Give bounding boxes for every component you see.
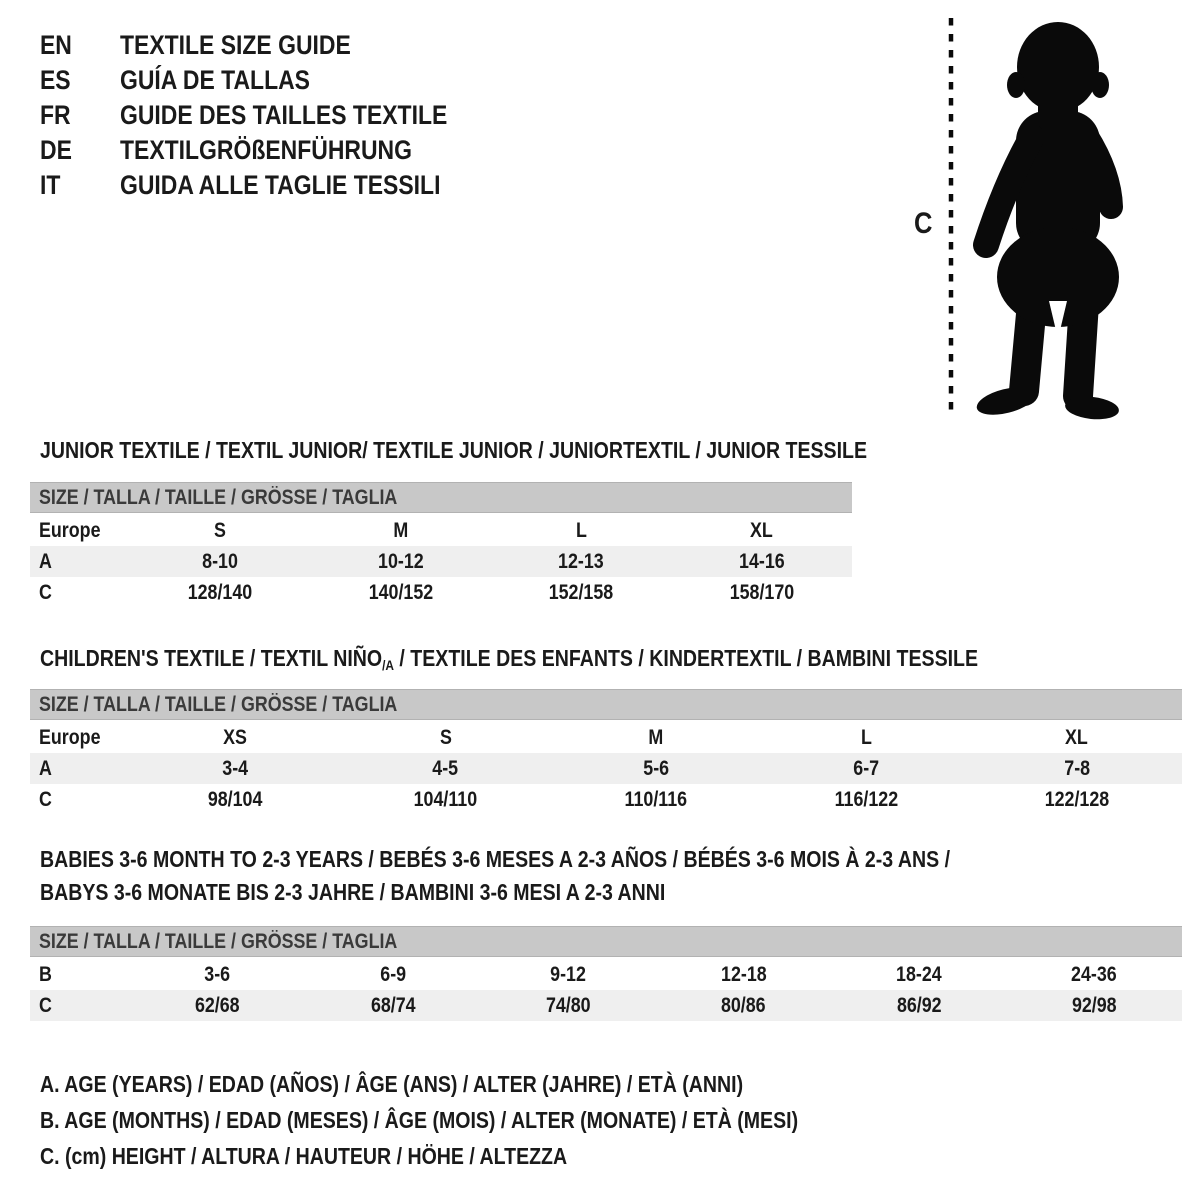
table-row-months: B 3-6 6-9 9-12 12-18 18-24 24-36: [30, 959, 1182, 990]
table-row-height: C 128/140 140/152 152/158 158/170: [30, 577, 852, 608]
row-label: C: [39, 580, 52, 604]
size-cell: M: [648, 725, 664, 749]
months-cell: 24-36: [1071, 962, 1118, 986]
size-header-label: SIZE / TALLA / TAILLE / GRÖSSE / TAGLIA: [39, 693, 398, 716]
size-header-label: SIZE / TALLA / TAILLE / GRÖSSE / TAGLIA: [39, 930, 398, 953]
language-code: FR: [40, 100, 71, 130]
height-cell: 86/92: [896, 993, 942, 1017]
months-cell: 9-12: [550, 962, 587, 986]
height-cell: 104/110: [413, 787, 478, 811]
table-row-height: C 98/104 104/110 110/116 116/122 122/128: [30, 784, 1182, 815]
age-cell: 3-4: [222, 756, 249, 780]
size-cell: S: [214, 518, 227, 542]
height-cell: 80/86: [721, 993, 766, 1017]
table-row-europe: Europe XS S M L XL: [30, 722, 1182, 753]
guide-title-it: GUIDA ALLE TAGLIE TESSILI: [120, 170, 441, 200]
size-cell: XS: [223, 725, 248, 749]
language-row-it: IT GUIDA ALLE TAGLIE TESSILI: [40, 168, 505, 203]
row-label: A: [39, 549, 52, 573]
language-code: IT: [40, 170, 61, 200]
size-cell: L: [575, 518, 587, 542]
height-cell: 128/140: [187, 580, 253, 604]
age-cell: 6-7: [853, 756, 880, 780]
language-row-de: DE TEXTILGRÖßENFÜHRUNG: [40, 133, 505, 168]
age-cell: 4-5: [432, 756, 459, 780]
height-measure-figure: C: [900, 5, 1190, 430]
row-label: C: [39, 993, 52, 1017]
legend-line-c: C. (cm) HEIGHT / ALTURA / HAUTEUR / HÖHE…: [40, 1143, 568, 1169]
size-header-bar: SIZE / TALLA / TAILLE / GRÖSSE / TAGLIA: [30, 689, 1182, 720]
height-cell: 74/80: [545, 993, 591, 1017]
size-cell: XL: [1065, 725, 1089, 749]
toddler-silhouette-icon: [948, 18, 1123, 420]
table-row-age: A 8-10 10-12 12-13 14-16: [30, 546, 852, 577]
babies-size-table: SIZE / TALLA / TAILLE / GRÖSSE / TAGLIA …: [30, 926, 1182, 1021]
height-cell: 98/104: [207, 787, 263, 811]
legend-line-a: A. AGE (YEARS) / EDAD (AÑOS) / ÂGE (ANS)…: [40, 1071, 744, 1097]
size-cell: L: [860, 725, 872, 749]
row-label: A: [39, 756, 52, 780]
table-row-height: C 62/68 68/74 74/80 80/86 86/92 92/98: [30, 990, 1182, 1021]
age-cell: 7-8: [1063, 756, 1090, 780]
babies-title-line1: BABIES 3-6 MONTH TO 2-3 YEARS / BEBÉS 3-…: [40, 846, 951, 872]
children-size-table: SIZE / TALLA / TAILLE / GRÖSSE / TAGLIA …: [30, 689, 1182, 815]
height-cell: 116/122: [834, 787, 899, 811]
language-code: DE: [40, 135, 72, 165]
guide-title-de: TEXTILGRÖßENFÜHRUNG: [120, 135, 412, 165]
table-row-age: A 3-4 4-5 5-6 6-7 7-8: [30, 753, 1182, 784]
language-row-fr: FR GUIDE DES TAILLES TEXTILE: [40, 98, 505, 133]
size-header-bar: SIZE / TALLA / TAILLE / GRÖSSE / TAGLIA: [30, 482, 852, 513]
age-cell: 14-16: [738, 549, 785, 573]
junior-section-title: JUNIOR TEXTILE / TEXTIL JUNIOR/ TEXTILE …: [40, 437, 868, 463]
junior-size-table: SIZE / TALLA / TAILLE / GRÖSSE / TAGLIA …: [30, 482, 852, 608]
height-cell: 92/98: [1071, 993, 1117, 1017]
height-cell: 140/152: [368, 580, 434, 604]
children-section-title: CHILDREN'S TEXTILE / TEXTIL NIÑO/A / TEX…: [40, 645, 979, 673]
row-label: B: [39, 962, 52, 986]
age-cell: 5-6: [643, 756, 669, 780]
height-cell: 110/116: [624, 787, 688, 811]
height-measure-label: C: [914, 207, 933, 240]
size-cell: XL: [750, 518, 774, 542]
size-cell: S: [439, 725, 452, 749]
row-label: Europe: [39, 518, 101, 542]
title-subscript: /A: [382, 657, 394, 673]
age-cell: 12-13: [558, 549, 605, 573]
language-row-es: ES GUÍA DE TALLAS: [40, 63, 505, 98]
toddler-silhouette: [973, 22, 1123, 420]
age-cell: 8-10: [202, 549, 239, 573]
babies-section-title: BABIES 3-6 MONTH TO 2-3 YEARS / BEBÉS 3-…: [40, 843, 1111, 909]
table-row-europe: Europe S M L XL: [30, 515, 852, 546]
babies-title-line2: BABYS 3-6 MONATE BIS 2-3 JAHRE / BAMBINI…: [40, 879, 666, 905]
language-row-en: EN TEXTILE SIZE GUIDE: [40, 28, 505, 63]
height-cell: 68/74: [370, 993, 416, 1017]
language-title-list: EN TEXTILE SIZE GUIDE ES GUÍA DE TALLAS …: [40, 28, 505, 203]
height-cell: 62/68: [195, 993, 240, 1017]
guide-title-en: TEXTILE SIZE GUIDE: [120, 30, 351, 60]
age-cell: 10-12: [377, 549, 424, 573]
months-cell: 6-9: [380, 962, 406, 986]
size-cell: M: [393, 518, 409, 542]
size-header-label: SIZE / TALLA / TAILLE / GRÖSSE / TAGLIA: [39, 486, 398, 509]
size-header-bar: SIZE / TALLA / TAILLE / GRÖSSE / TAGLIA: [30, 926, 1182, 957]
legend-line-b: B. AGE (MONTHS) / EDAD (MESES) / ÂGE (MO…: [40, 1107, 799, 1133]
height-cell: 152/158: [548, 580, 614, 604]
language-code: ES: [40, 65, 71, 95]
months-cell: 18-24: [896, 962, 942, 986]
height-cell: 158/170: [729, 580, 795, 604]
row-label: Europe: [39, 725, 101, 749]
guide-title-es: GUÍA DE TALLAS: [120, 65, 310, 95]
row-label: C: [39, 787, 52, 811]
language-code: EN: [40, 30, 72, 60]
measure-legend: A. AGE (YEARS) / EDAD (AÑOS) / ÂGE (ANS)…: [40, 1066, 932, 1174]
months-cell: 3-6: [204, 962, 231, 986]
guide-title-fr: GUIDE DES TAILLES TEXTILE: [120, 100, 448, 130]
height-cell: 122/128: [1044, 787, 1110, 811]
months-cell: 12-18: [720, 962, 767, 986]
